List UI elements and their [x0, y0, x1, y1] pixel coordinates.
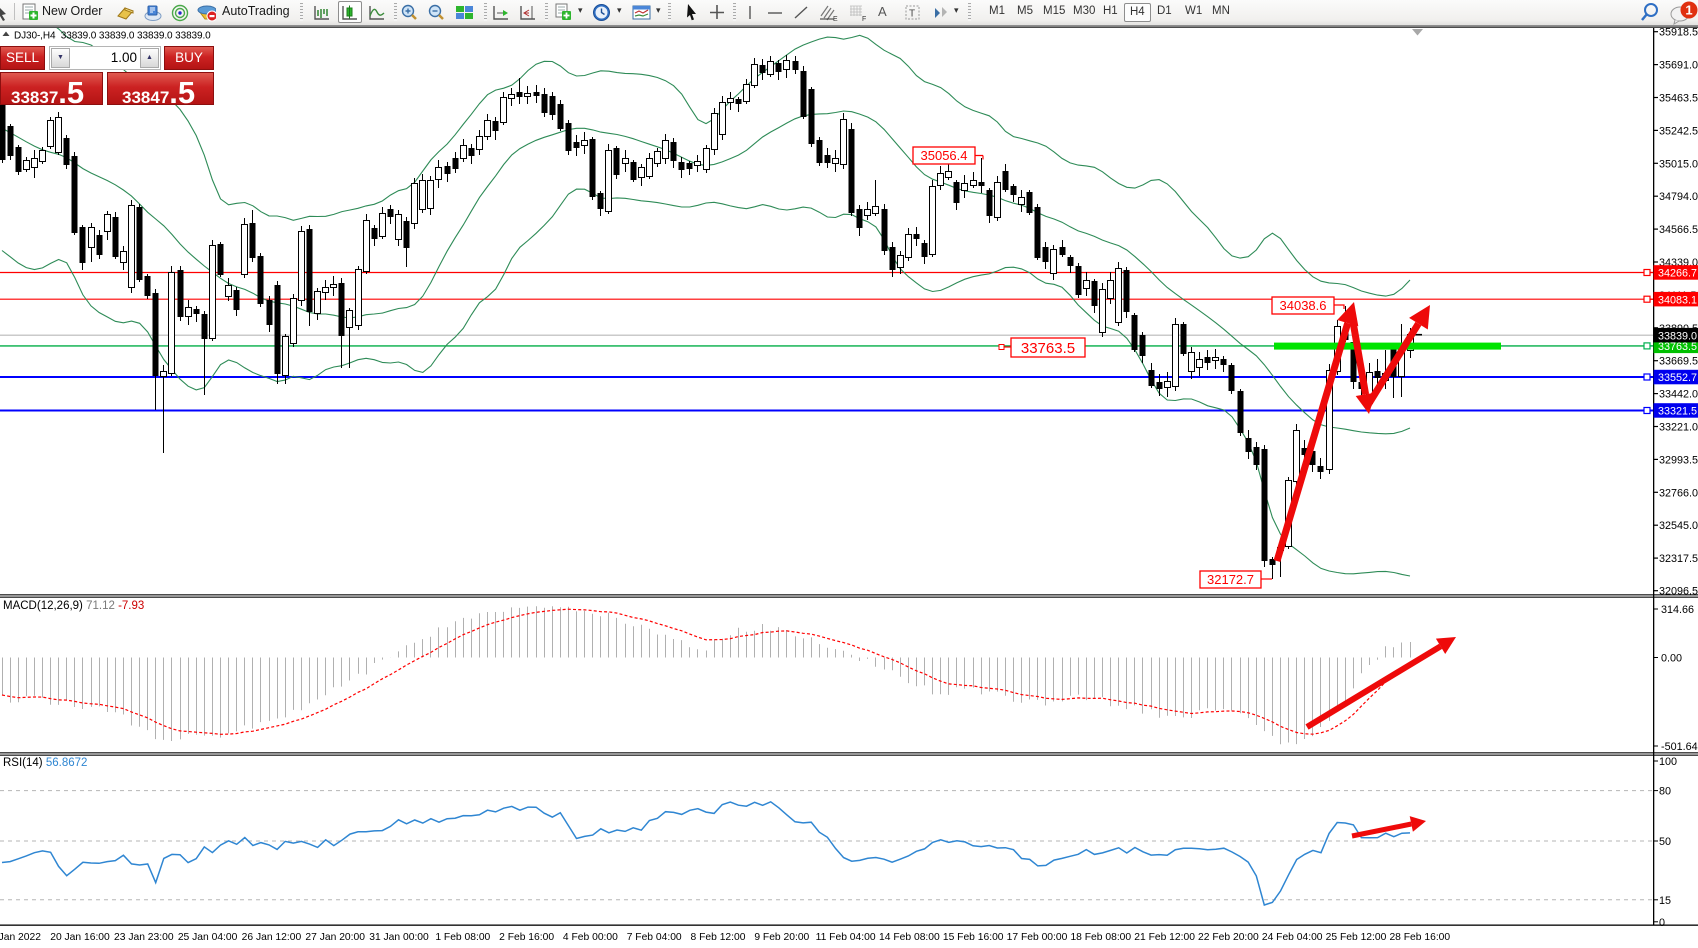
svg-text:18 Feb 08:00: 18 Feb 08:00 [1070, 932, 1131, 943]
svg-text:50: 50 [1659, 836, 1671, 848]
svg-text:33552.7: 33552.7 [1658, 372, 1697, 384]
svg-text:21 Feb 12:00: 21 Feb 12:00 [1134, 932, 1195, 943]
svg-text:17 Feb 00:00: 17 Feb 00:00 [1007, 932, 1068, 943]
svg-text:23 Jan 23:00: 23 Jan 23:00 [114, 932, 174, 943]
svg-text:32766.0: 32766.0 [1659, 487, 1698, 499]
svg-text:314.66: 314.66 [1661, 604, 1694, 616]
svg-text:34038.6: 34038.6 [1280, 298, 1327, 313]
svg-text:33221.0: 33221.0 [1659, 422, 1698, 434]
svg-text:15 Feb 16:00: 15 Feb 16:00 [943, 932, 1004, 943]
svg-text:32317.5: 32317.5 [1659, 553, 1698, 565]
svg-text:33763.5: 33763.5 [1021, 340, 1075, 357]
svg-text:28 Feb 16:00: 28 Feb 16:00 [1389, 932, 1450, 943]
svg-text:26 Jan 12:00: 26 Jan 12:00 [242, 932, 302, 943]
svg-text:-501.64: -501.64 [1661, 741, 1698, 753]
svg-text:T: T [909, 9, 915, 20]
svg-text:8 Feb 12:00: 8 Feb 12:00 [691, 932, 746, 943]
svg-text:35015.0: 35015.0 [1659, 158, 1698, 170]
svg-text:35691.0: 35691.0 [1659, 60, 1698, 72]
svg-text:1: 1 [1685, 2, 1692, 17]
svg-text:35463.5: 35463.5 [1659, 93, 1698, 105]
svg-text:33442.0: 33442.0 [1659, 389, 1698, 401]
svg-text:34566.5: 34566.5 [1659, 224, 1698, 236]
svg-text:35242.5: 35242.5 [1659, 125, 1698, 137]
svg-text:20 Jan 16:00: 20 Jan 16:00 [50, 932, 110, 943]
svg-text:31 Jan 00:00: 31 Jan 00:00 [369, 932, 429, 943]
svg-text:80: 80 [1659, 786, 1671, 798]
svg-text:9 Feb 20:00: 9 Feb 20:00 [754, 932, 809, 943]
svg-text:25 Feb 12:00: 25 Feb 12:00 [1326, 932, 1387, 943]
svg-text:RSI(14) 56.8672: RSI(14) 56.8672 [3, 757, 87, 769]
svg-text:33669.5: 33669.5 [1659, 356, 1698, 368]
svg-text:24 Feb 04:00: 24 Feb 04:00 [1262, 932, 1323, 943]
svg-text:4 Feb 00:00: 4 Feb 00:00 [563, 932, 618, 943]
svg-text:25 Jan 04:00: 25 Jan 04:00 [178, 932, 238, 943]
svg-text:34083.1: 34083.1 [1658, 294, 1697, 306]
svg-text:34794.0: 34794.0 [1659, 191, 1698, 203]
svg-text:14 Feb 08:00: 14 Feb 08:00 [879, 932, 940, 943]
svg-text:0.00: 0.00 [1661, 653, 1682, 665]
svg-text:32096.5: 32096.5 [1659, 586, 1698, 598]
svg-text:33763.5: 33763.5 [1658, 341, 1697, 353]
svg-text:1 Feb 08:00: 1 Feb 08:00 [435, 932, 490, 943]
svg-text:11 Feb 04:00: 11 Feb 04:00 [816, 932, 876, 943]
svg-text:32172.7: 32172.7 [1207, 572, 1254, 587]
svg-text:7 Feb 04:00: 7 Feb 04:00 [627, 932, 682, 943]
svg-text:33839.0: 33839.0 [1658, 330, 1697, 342]
svg-text:2 Feb 16:00: 2 Feb 16:00 [499, 932, 554, 943]
svg-text:33321.5: 33321.5 [1658, 406, 1697, 418]
svg-text:35918.5: 35918.5 [1659, 27, 1698, 39]
svg-text:100: 100 [1659, 756, 1677, 768]
svg-text:34266.7: 34266.7 [1658, 268, 1697, 280]
svg-text:35056.4: 35056.4 [921, 148, 968, 163]
svg-text:0: 0 [1659, 917, 1665, 929]
svg-text:32993.5: 32993.5 [1659, 454, 1698, 466]
svg-text:MACD(12,26,9) 71.12 -7.93: MACD(12,26,9) 71.12 -7.93 [3, 600, 144, 612]
svg-text:DJ30-,H4 33839.0 33839.0 3383: DJ30-,H4 33839.0 33839.0 33839.0 33839.0 [14, 31, 211, 42]
svg-text:E: E [833, 16, 838, 22]
svg-text:22 Feb 20:00: 22 Feb 20:00 [1198, 932, 1259, 943]
svg-text:27 Jan 20:00: 27 Jan 20:00 [305, 932, 365, 943]
svg-text:9 Jan 2022: 9 Jan 2022 [0, 932, 41, 943]
svg-text:32545.0: 32545.0 [1659, 520, 1698, 532]
svg-text:15: 15 [1659, 895, 1671, 907]
svg-text:F: F [862, 16, 866, 22]
